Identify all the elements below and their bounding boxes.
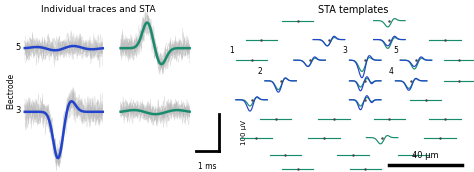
Text: 3: 3 bbox=[342, 46, 347, 55]
Text: 4: 4 bbox=[388, 67, 393, 76]
Text: 3: 3 bbox=[15, 106, 20, 115]
Text: Electrode: Electrode bbox=[6, 73, 15, 109]
Text: 2: 2 bbox=[258, 67, 263, 76]
Text: STA templates: STA templates bbox=[318, 5, 388, 15]
Text: 1: 1 bbox=[229, 46, 234, 55]
Text: Individual traces and STA: Individual traces and STA bbox=[41, 5, 155, 14]
Text: 100 μV: 100 μV bbox=[241, 120, 247, 145]
Text: 40 μm: 40 μm bbox=[412, 151, 439, 160]
Text: 1 ms: 1 ms bbox=[198, 162, 217, 171]
Text: 5: 5 bbox=[393, 46, 398, 55]
Text: 5: 5 bbox=[15, 43, 20, 52]
